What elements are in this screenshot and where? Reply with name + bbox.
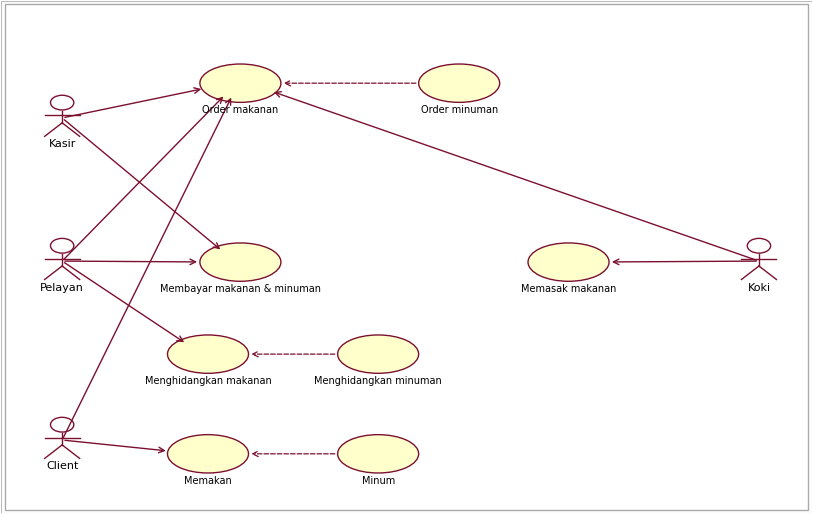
- Text: Minum: Minum: [362, 475, 395, 486]
- Text: Kasir: Kasir: [49, 139, 76, 150]
- Ellipse shape: [200, 243, 281, 281]
- Text: Koki: Koki: [747, 283, 771, 292]
- Ellipse shape: [167, 335, 249, 373]
- Text: Menghidangkan minuman: Menghidangkan minuman: [315, 376, 442, 386]
- Ellipse shape: [337, 435, 419, 473]
- Text: Memasak makanan: Memasak makanan: [521, 284, 616, 294]
- Text: Order makanan: Order makanan: [202, 105, 279, 115]
- Text: Menghidangkan makanan: Menghidangkan makanan: [145, 376, 272, 386]
- Ellipse shape: [167, 435, 249, 473]
- Ellipse shape: [419, 64, 500, 102]
- Ellipse shape: [200, 64, 281, 102]
- Ellipse shape: [337, 335, 419, 373]
- Text: Order minuman: Order minuman: [420, 105, 498, 115]
- Ellipse shape: [528, 243, 609, 281]
- Text: Pelayan: Pelayan: [40, 283, 84, 292]
- Text: Client: Client: [46, 462, 78, 471]
- Text: Membayar makanan & minuman: Membayar makanan & minuman: [160, 284, 321, 294]
- Text: Memakan: Memakan: [184, 475, 232, 486]
